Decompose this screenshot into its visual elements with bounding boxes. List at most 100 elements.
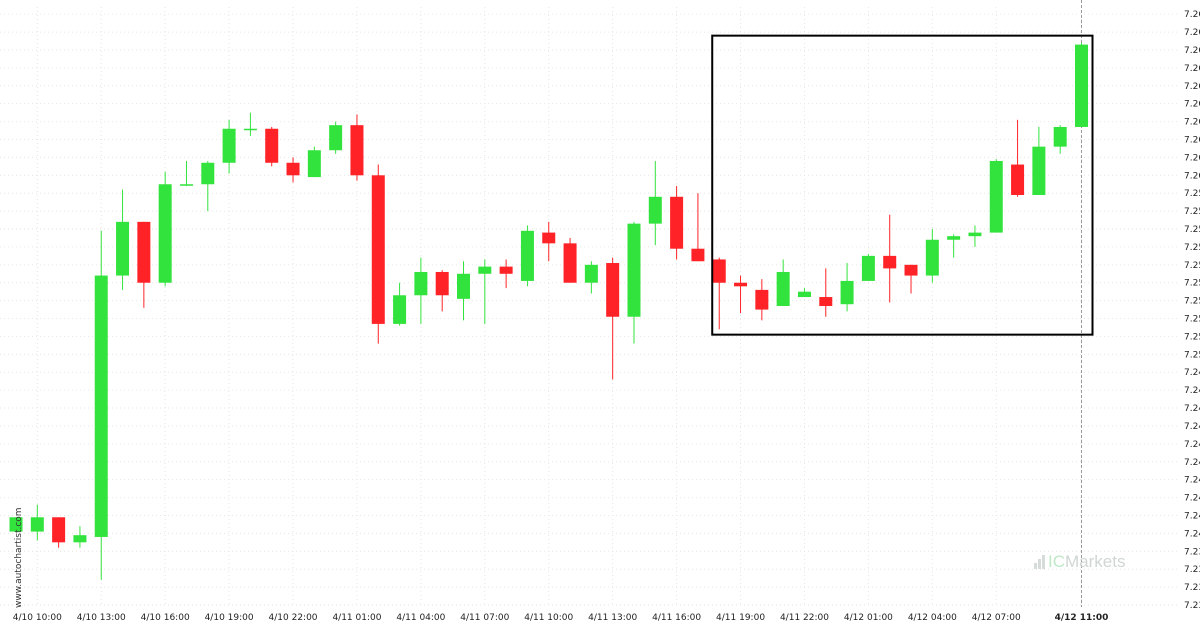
candle	[520, 225, 534, 287]
candle	[94, 230, 108, 580]
candle-body	[286, 162, 300, 176]
x-tick-label: 4/12 07:00	[972, 613, 1021, 623]
candle-body	[158, 184, 172, 283]
y-tick-label: 7.2646	[1184, 100, 1200, 110]
candle	[840, 263, 854, 312]
candle-body	[371, 175, 385, 324]
x-tick-label: 4/11 16:00	[652, 613, 701, 623]
candle-body	[968, 232, 982, 237]
candle	[968, 225, 982, 247]
y-tick-label: 7.2406	[1184, 529, 1200, 539]
candle-body	[712, 259, 726, 283]
candle-body	[819, 297, 833, 306]
candle-body	[989, 160, 1003, 233]
y-tick-label: 7.2506	[1184, 350, 1200, 360]
candle	[797, 288, 811, 298]
candle	[73, 526, 87, 548]
candle-body	[30, 517, 44, 532]
candle-body	[797, 291, 811, 298]
candle	[371, 164, 385, 344]
y-tick-label: 7.2586	[1184, 207, 1200, 217]
candle-body	[329, 125, 343, 151]
candle-body	[883, 255, 897, 269]
candle	[457, 261, 471, 321]
candle-body	[606, 263, 620, 317]
candles	[9, 42, 1088, 580]
candle-body	[350, 125, 364, 176]
y-tick-label: 7.2536	[1184, 297, 1200, 307]
y-tick-label: 7.2626	[1184, 135, 1200, 145]
candle-body	[776, 271, 790, 306]
candle-body	[478, 266, 492, 274]
candle	[606, 257, 620, 380]
candle	[179, 160, 193, 187]
candle-body	[499, 266, 513, 274]
candle	[712, 257, 726, 330]
grid-lines	[0, 0, 1180, 607]
candle-body	[414, 271, 428, 296]
x-tick-label: 4/11 13:00	[588, 613, 637, 623]
y-tick-label: 7.2396	[1184, 547, 1200, 557]
candle	[201, 160, 215, 212]
candle	[265, 126, 279, 167]
candle	[307, 146, 321, 178]
candle-body	[116, 221, 130, 276]
candle	[1011, 119, 1025, 197]
logo-prefix: IC	[1048, 552, 1065, 571]
y-tick-label: 7.2636	[1184, 118, 1200, 128]
candle	[137, 221, 151, 308]
y-tick-label: 7.2426	[1184, 494, 1200, 504]
candle	[584, 261, 598, 294]
y-tick-label: 7.2476	[1184, 404, 1200, 414]
pattern-box	[711, 34, 1094, 336]
candle	[755, 279, 769, 321]
candle-body	[9, 517, 23, 532]
candle-body	[734, 282, 748, 287]
candle	[9, 517, 23, 532]
candle	[627, 221, 641, 344]
y-tick-label: 7.2386	[1184, 565, 1200, 575]
candle-body	[1075, 44, 1088, 127]
candle	[691, 193, 705, 262]
candle	[30, 504, 44, 541]
icmarkets-logo: ICMarkets	[1034, 552, 1125, 574]
candle	[734, 275, 748, 314]
y-tick-label: 7.2376	[1184, 583, 1200, 593]
y-tick-label: 7.2566	[1184, 243, 1200, 253]
y-tick-label: 7.2466	[1184, 422, 1200, 432]
x-tick-label: 4/12 11:00	[1055, 613, 1109, 623]
candle	[989, 159, 1003, 233]
x-tick-label: 4/11 01:00	[332, 613, 381, 623]
candle	[883, 214, 897, 303]
candle-body	[179, 184, 193, 186]
x-axis-tick-labels: 4/10 10:00 4/10 13:00 4/10 16:00 4/10 19:00…	[13, 613, 1109, 623]
candle	[861, 254, 875, 281]
candle-body	[1011, 164, 1025, 195]
candle-body	[520, 230, 534, 281]
candle-body	[947, 236, 961, 240]
candle	[393, 282, 407, 326]
candle	[499, 259, 513, 289]
candle	[222, 119, 236, 174]
candle-body	[457, 273, 471, 299]
logo-bars-icon	[1034, 554, 1046, 574]
x-tick-label: 4/12 01:00	[844, 613, 893, 623]
y-tick-label: 7.2596	[1184, 189, 1200, 199]
x-tick-label: 4/10 13:00	[77, 613, 126, 623]
y-tick-label: 7.2676	[1184, 46, 1200, 56]
candle-body	[265, 128, 279, 163]
candle	[116, 189, 130, 290]
candle	[648, 160, 662, 246]
candle-body	[861, 255, 875, 281]
y-tick-label: 7.2686	[1184, 28, 1200, 38]
candle-body	[670, 196, 684, 249]
candle-body	[584, 264, 598, 283]
y-tick-label: 7.2516	[1184, 332, 1200, 342]
candle	[52, 517, 66, 548]
candle	[1075, 42, 1088, 127]
candle-body	[1053, 126, 1067, 147]
y-tick-label: 7.2436	[1184, 476, 1200, 486]
candle	[414, 257, 428, 324]
candle	[478, 259, 492, 324]
candle-body	[243, 128, 257, 131]
